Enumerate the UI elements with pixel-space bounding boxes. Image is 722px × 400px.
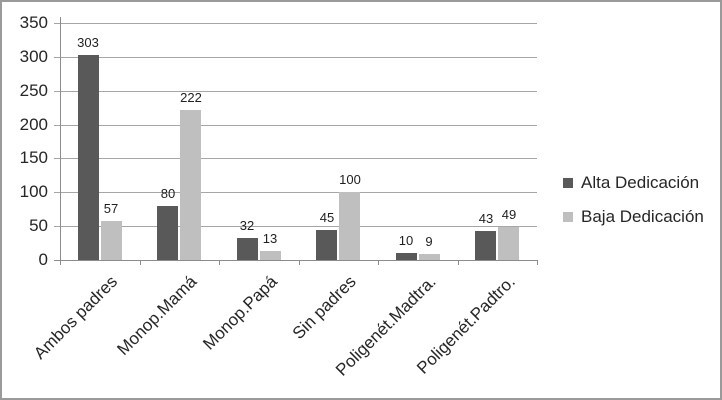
gridline (54, 23, 537, 24)
y-axis-tick-label: 250 (19, 81, 48, 100)
gridline (54, 57, 537, 58)
bar-value-label: 43 (478, 211, 494, 226)
bar-baja-dedicación (339, 192, 360, 260)
bar-alta-dedicación (157, 206, 178, 260)
x-axis-tick (60, 260, 61, 265)
x-axis-tick (378, 260, 379, 265)
bar-value-label: 49 (501, 207, 517, 222)
bar-baja-dedicación (101, 221, 122, 260)
y-axis-tick-label: 100 (19, 182, 48, 201)
bar-value-label: 13 (262, 231, 278, 246)
x-axis-tick (299, 260, 300, 265)
x-axis-tick (219, 260, 220, 265)
bar-value-label: 57 (103, 201, 119, 216)
x-axis-line (54, 260, 537, 261)
legend-swatch-icon (563, 178, 573, 188)
legend-label: Alta Dedicación (581, 173, 700, 192)
x-axis-category-label-text: Sin padres (288, 272, 360, 343)
bar-value-label: 100 (339, 172, 361, 187)
bar-value-label: 303 (77, 35, 99, 50)
gridline (54, 226, 537, 227)
bar-alta-dedicación (475, 231, 496, 260)
x-axis-category-label-text: Ambos padres (30, 272, 122, 363)
legend-entry: Baja Dedicación (563, 207, 704, 227)
bar-alta-dedicación (396, 253, 417, 260)
y-axis-tick-label: 50 (29, 216, 48, 235)
x-axis-tick (140, 260, 141, 265)
y-axis-tick-label: 350 (19, 13, 48, 32)
bar-value-label: 32 (239, 218, 255, 233)
y-axis-tick-label: 300 (19, 47, 48, 66)
x-axis-tick (458, 260, 459, 265)
bar-baja-dedicación (419, 254, 440, 260)
y-axis-tick-label: 200 (19, 115, 48, 134)
bar-value-label: 222 (180, 90, 202, 105)
gridline (54, 192, 537, 193)
x-axis-tick (537, 260, 538, 265)
bar-value-label: 45 (319, 210, 335, 225)
legend-entry: Alta Dedicación (563, 173, 704, 193)
gridline (54, 158, 537, 159)
legend-swatch-icon (563, 212, 573, 222)
y-axis-line (60, 17, 61, 261)
bar-alta-dedicación (237, 238, 258, 260)
bar-alta-dedicación (78, 55, 99, 260)
x-axis-category-label-text: Monop.Mamá (113, 272, 201, 359)
y-axis-tick-label: 150 (19, 148, 48, 167)
bar-value-label: 80 (160, 186, 176, 201)
legend: Alta Dedicación Baja Dedicación (563, 173, 704, 227)
bar-baja-dedicación (260, 251, 281, 260)
x-axis-category-label-text: Monop.Papá (198, 272, 281, 354)
bar-alta-dedicación (316, 230, 337, 260)
y-axis-tick-label: 0 (38, 250, 48, 269)
bar-baja-dedicación (180, 110, 201, 260)
legend-label: Baja Dedicación (581, 207, 704, 226)
gridline (54, 125, 537, 126)
bar-value-label: 10 (398, 233, 414, 248)
gridline (54, 91, 537, 92)
bar-value-label: 9 (425, 234, 433, 249)
bar-baja-dedicación (498, 227, 519, 260)
